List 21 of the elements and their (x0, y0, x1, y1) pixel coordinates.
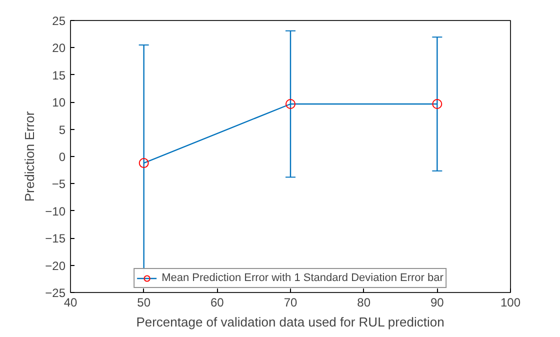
x-tick-label: 40 (64, 296, 78, 310)
legend-label: Mean Prediction Error with 1 Standard Deviation Error bar (162, 271, 444, 285)
y-tick-label: −5 (52, 177, 66, 192)
y-tick-label: −20 (45, 258, 66, 273)
x-tick-label: 80 (357, 296, 371, 310)
x-tick-label: 60 (210, 296, 224, 310)
x-tick-label: 70 (284, 296, 298, 310)
x-tick-label: 50 (137, 296, 151, 310)
y-tick-label: 25 (52, 14, 66, 28)
y-tick-label: 5 (58, 122, 66, 137)
x-axis-title: Percentage of validation data used for RUL prediction (136, 314, 444, 330)
y-tick-label: 20 (52, 41, 66, 56)
y-axis-title: Prediction Error (22, 110, 38, 202)
y-tick-label: −15 (45, 232, 66, 246)
x-tick-label: 90 (430, 296, 444, 310)
x-tick-label: 100 (500, 296, 521, 310)
y-tick-label: −10 (45, 204, 66, 218)
y-tick-label: 15 (52, 68, 66, 82)
y-tick-label: 0 (58, 150, 66, 164)
y-tick-label: −25 (45, 286, 66, 300)
y-tick-label: 10 (52, 96, 66, 110)
